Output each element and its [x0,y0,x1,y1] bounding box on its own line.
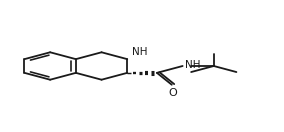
Text: NH: NH [185,60,201,70]
Text: O: O [168,88,177,98]
Text: NH: NH [132,47,148,57]
